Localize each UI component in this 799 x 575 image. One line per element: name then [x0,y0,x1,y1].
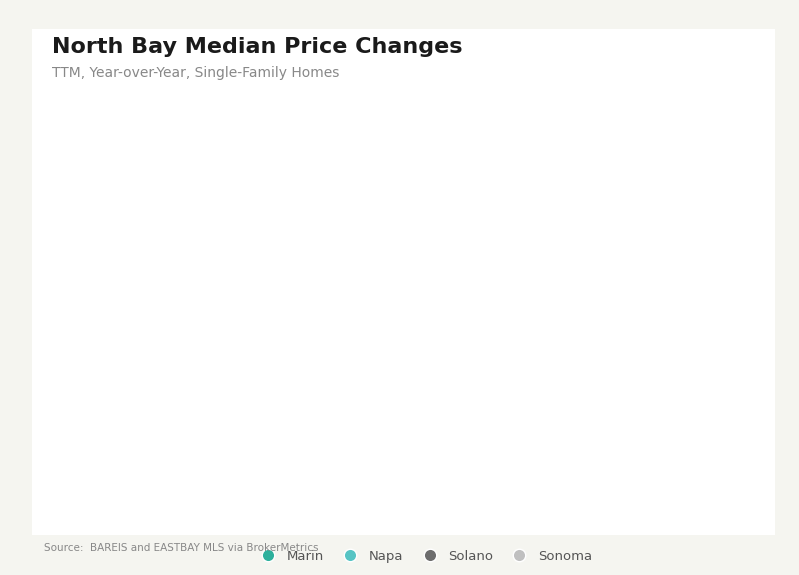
Bar [706,276,716,334]
Bar [296,259,306,276]
Bar [551,178,561,276]
Text: TTM, Year-over-Year, Single-Family Homes: TTM, Year-over-Year, Single-Family Homes [52,66,340,80]
Bar [671,276,681,285]
Bar [240,239,251,276]
Y-axis label: Median Price Changes: Median Price Changes [34,210,47,342]
Bar [376,276,386,331]
Bar [561,276,571,282]
Bar [121,276,131,290]
Bar [341,276,351,308]
Bar [681,276,691,290]
Bar [386,152,396,276]
Bar [166,276,176,377]
Bar [486,170,496,276]
Bar [396,276,406,296]
Bar [716,158,726,276]
Bar [596,276,606,293]
Legend: Marin, Napa, Solano, Sonoma: Marin, Napa, Solano, Sonoma [255,550,592,563]
Bar [506,276,516,285]
Bar [626,262,636,276]
Bar [726,276,736,305]
Bar [516,250,526,276]
Bar [461,242,471,276]
Bar [176,276,186,290]
Bar [221,276,231,288]
Bar [276,276,286,397]
Text: North Bay Median Price Changes: North Bay Median Price Changes [52,37,463,58]
Text: Source:  BAREIS and EASTBAY MLS via BrokerMetrics: Source: BAREIS and EASTBAY MLS via Broke… [44,543,319,553]
Bar [231,253,240,276]
Bar [441,230,451,276]
Bar [351,264,361,276]
Bar [101,276,111,336]
Bar [131,276,141,285]
Bar [651,267,661,276]
Bar [606,224,616,276]
Bar [571,276,581,285]
Bar [286,276,296,296]
Bar [406,264,415,276]
Bar [156,276,166,313]
Bar [451,242,461,276]
Bar [321,259,331,276]
Bar [616,276,626,282]
Bar [186,276,196,288]
Bar [541,276,551,308]
Bar [266,256,276,276]
Bar [496,267,506,276]
Bar [331,210,341,276]
Bar [211,276,221,285]
Bar [661,193,671,276]
Bar [431,236,441,276]
Bar [736,276,745,305]
